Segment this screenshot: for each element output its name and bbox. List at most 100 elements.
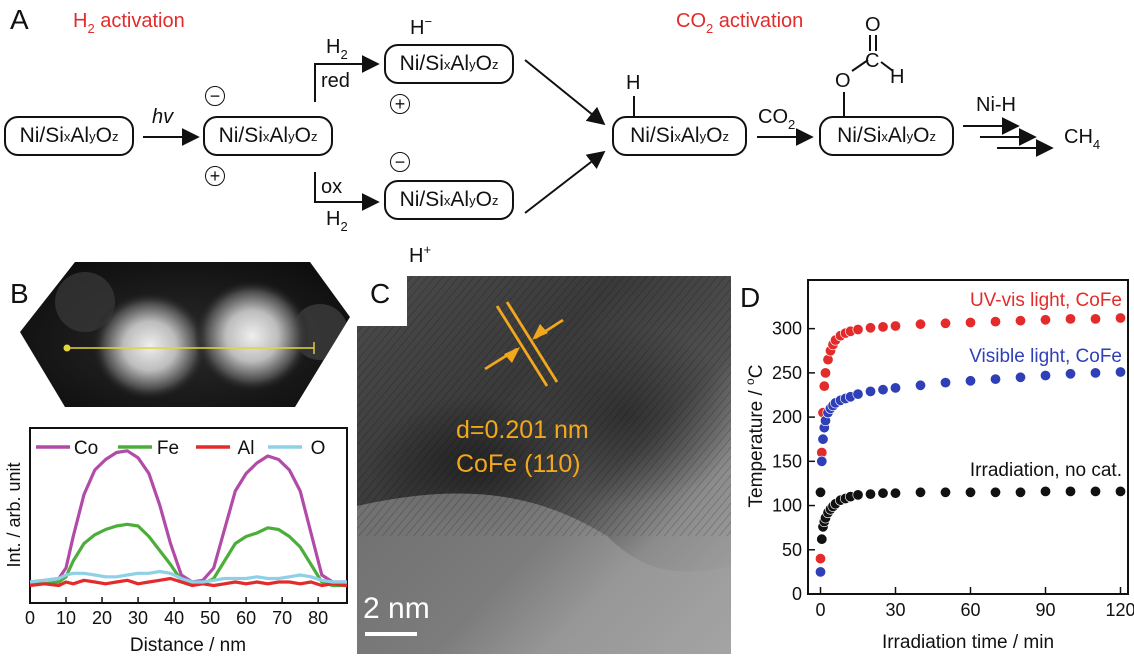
series-label-1: Visible light, CoFe bbox=[969, 346, 1122, 367]
data-point bbox=[1015, 372, 1025, 382]
co2-label: CO2 bbox=[758, 106, 795, 132]
chart-b-xtick-label: 10 bbox=[56, 608, 76, 628]
legend-label-fe: Fe bbox=[157, 438, 179, 459]
formate-h-atom: H bbox=[890, 66, 904, 89]
data-point bbox=[1015, 487, 1025, 497]
data-point bbox=[990, 316, 1000, 326]
data-point bbox=[1015, 316, 1025, 326]
data-point bbox=[1115, 486, 1125, 496]
data-point bbox=[815, 567, 825, 577]
chart-d-ytick-label: 100 bbox=[772, 496, 802, 516]
chart-b-xtick-label: 20 bbox=[92, 608, 112, 628]
data-point bbox=[990, 487, 1000, 497]
data-point bbox=[878, 322, 888, 332]
data-point bbox=[890, 321, 900, 331]
chart-b-xlabel: Distance / nm bbox=[130, 635, 246, 656]
chart-d-xtick-label: 120 bbox=[1105, 600, 1134, 620]
data-point bbox=[1115, 367, 1125, 377]
chart-b-xtick-label: 30 bbox=[128, 608, 148, 628]
oxidized-minus-icon: − bbox=[390, 152, 410, 172]
data-point bbox=[819, 381, 829, 391]
series-label-0: UV-vis light, CoFe bbox=[970, 290, 1122, 311]
hydride-h-atom: H bbox=[626, 72, 640, 95]
data-point bbox=[878, 488, 888, 498]
chart-b-xtick-label: 60 bbox=[236, 608, 256, 628]
chart-d-xtick-label: 30 bbox=[885, 600, 905, 620]
chart-d-ylabel: Temperature / oC bbox=[743, 365, 767, 508]
data-point bbox=[965, 317, 975, 327]
formate-o-atom-single: O bbox=[835, 70, 851, 93]
data-point bbox=[1065, 486, 1075, 496]
chart-b-xtick-label: 40 bbox=[164, 608, 184, 628]
red-label: red bbox=[321, 70, 350, 93]
arrow-converge-top bbox=[525, 60, 604, 124]
data-point bbox=[818, 434, 828, 444]
chart-b-xtick-label: 70 bbox=[272, 608, 292, 628]
legend-label-o: O bbox=[311, 438, 326, 459]
reduced-plus-icon: + bbox=[390, 94, 410, 114]
scale-bar-label: 2 nm bbox=[363, 592, 430, 626]
data-point bbox=[815, 553, 825, 563]
data-point bbox=[940, 487, 950, 497]
data-point bbox=[990, 374, 1000, 384]
data-point bbox=[817, 534, 827, 544]
legend-label-co: Co bbox=[74, 438, 98, 459]
chart-d-ytick-label: 150 bbox=[772, 451, 802, 471]
legend-label-al: Al bbox=[238, 438, 255, 459]
data-point bbox=[820, 368, 830, 378]
eds-series-co bbox=[30, 451, 347, 582]
formate-c-atom: C bbox=[865, 50, 879, 73]
h2-label-top: H2 bbox=[326, 36, 348, 62]
ch4-label: CH4 bbox=[1064, 126, 1100, 152]
panel-c-letter: C bbox=[370, 278, 390, 310]
electron-minus-icon: − bbox=[205, 86, 225, 106]
data-point bbox=[1090, 486, 1100, 496]
data-point bbox=[1090, 314, 1100, 324]
chart-d-ytick-label: 250 bbox=[772, 363, 802, 383]
data-point bbox=[915, 380, 925, 390]
data-point bbox=[940, 377, 950, 387]
data-point bbox=[915, 319, 925, 329]
data-point bbox=[865, 323, 875, 333]
data-point bbox=[853, 324, 863, 334]
crystal-plane-label: CoFe (110) bbox=[456, 450, 581, 479]
chart-d-ytick-label: 50 bbox=[782, 540, 802, 560]
hole-plus-icon: + bbox=[205, 166, 225, 186]
scale-bar bbox=[365, 632, 417, 636]
eds-series-o bbox=[30, 572, 347, 583]
chart-b-xtick-label: 0 bbox=[25, 608, 35, 628]
h-plus-label: H+ bbox=[409, 242, 431, 268]
chart-b-ylabel: Int. / arb. unit bbox=[4, 462, 24, 567]
data-point bbox=[1065, 369, 1075, 379]
chart-d-xtick-label: 60 bbox=[960, 600, 980, 620]
chart-d-xtick-label: 90 bbox=[1035, 600, 1055, 620]
data-point bbox=[890, 488, 900, 498]
formate-o-atom-double: O bbox=[865, 14, 881, 37]
scheme-arrows bbox=[0, 0, 1134, 270]
data-point bbox=[865, 489, 875, 499]
stem-image bbox=[20, 262, 350, 422]
data-point bbox=[940, 318, 950, 328]
eds-line-profile-chart: 0 10 20 30 40 50 60 70 80 Co Fe Al O Distance / nm … bbox=[0, 425, 360, 657]
data-point bbox=[965, 376, 975, 386]
nih-label: Ni-H bbox=[976, 94, 1016, 117]
chart-d-xlabel: Irradiation time / min bbox=[882, 632, 1054, 653]
ox-label: ox bbox=[321, 176, 342, 199]
data-point bbox=[878, 385, 888, 395]
hv-label: hv bbox=[152, 106, 173, 129]
temperature-chart: 0 30 60 90 120 0 50 100 150 200 250 300 UV-vis ligh… bbox=[736, 276, 1134, 657]
h2-label-bottom: H2 bbox=[326, 208, 348, 234]
data-point bbox=[965, 487, 975, 497]
arrow-converge-bottom bbox=[525, 152, 604, 213]
data-point bbox=[815, 487, 825, 497]
series-2 bbox=[815, 486, 1125, 544]
data-point bbox=[890, 383, 900, 393]
data-point bbox=[915, 487, 925, 497]
data-point bbox=[1040, 315, 1050, 325]
chart-d-ytick-label: 0 bbox=[792, 584, 802, 604]
